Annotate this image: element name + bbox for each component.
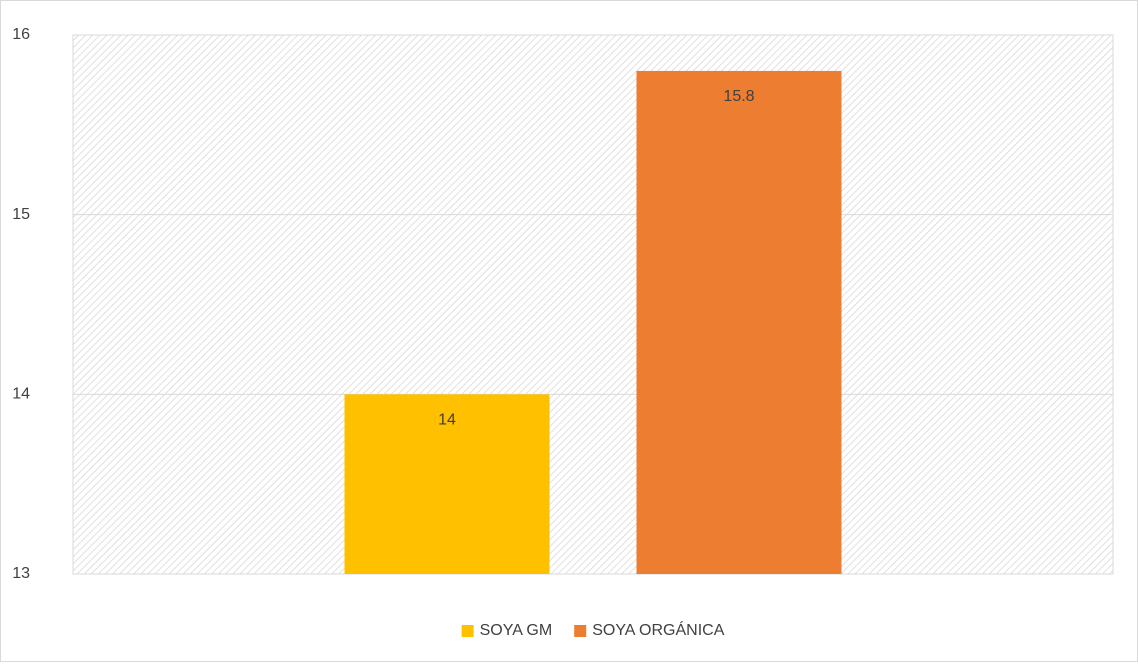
y-tick-label: 14 [12,386,30,403]
plot-border [72,34,1114,575]
legend-label: SOYA GM [480,622,553,639]
plot-area [73,35,1113,574]
y-tick-label: 16 [12,26,30,43]
legend-swatch [574,625,587,637]
data-label: 15.8 [723,88,754,105]
data-label: 14 [438,412,456,429]
y-tick-label: 15 [12,206,30,223]
legend-label: SOYA ORGÁNICA [592,620,725,639]
bar [344,394,550,574]
bar [636,70,842,574]
y-tick-label: 13 [12,565,30,582]
legend-swatch [461,625,474,637]
